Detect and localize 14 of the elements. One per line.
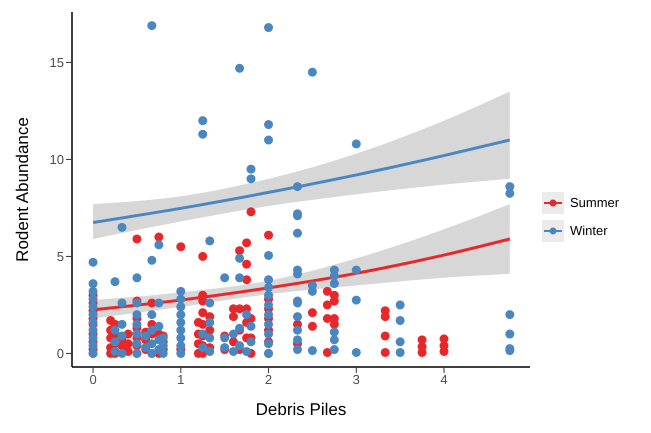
y-axis-title: Rodent Abundance xyxy=(13,117,32,262)
x-tick-label: 4 xyxy=(440,372,448,388)
legend-label: Winter xyxy=(570,223,608,238)
legend-label: Summer xyxy=(570,195,620,210)
y-tick-label: 5 xyxy=(56,249,64,264)
line-series xyxy=(92,138,512,224)
x-tick-label: 1 xyxy=(177,372,184,388)
x-axis-title: Debris Piles xyxy=(256,400,346,419)
y-tick-label: 0 xyxy=(56,346,64,362)
x-tick-label: 0 xyxy=(89,372,97,388)
y-tick-label: 10 xyxy=(50,152,64,168)
x-tick-label: 2 xyxy=(264,372,272,388)
x-tick-label: 3 xyxy=(352,372,360,388)
y-tick-label: 15 xyxy=(50,55,64,70)
